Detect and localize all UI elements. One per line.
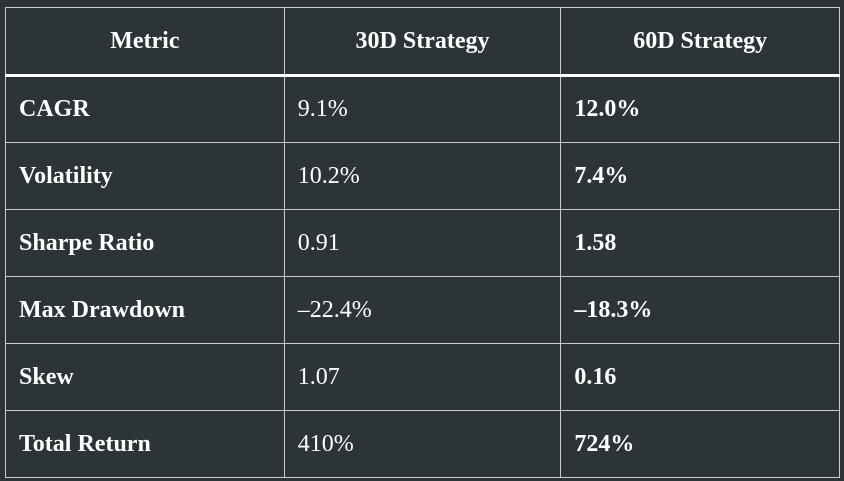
metric-label: CAGR (5, 75, 285, 143)
value-cell: 9.1% (283, 75, 562, 143)
metric-label: Max Drawdown (5, 276, 285, 344)
metrics-table: Metric 30D Strategy 60D Strategy CAGR 9.1% 1… (5, 7, 840, 478)
metric-label: Sharpe Ratio (5, 209, 285, 277)
table-row: Sharpe Ratio 0.91 1.58 (5, 209, 840, 277)
metric-label: Skew (5, 343, 285, 411)
table-row: CAGR 9.1% 12.0% (5, 75, 840, 143)
table-row: Max Drawdown –22.4% –18.3% (5, 276, 840, 344)
value-cell: 1.58 (560, 209, 840, 277)
table-body: CAGR 9.1% 12.0% Volatility 10.2% 7.4% Sharpe R… (5, 75, 840, 478)
value-cell: –18.3% (560, 276, 840, 344)
value-cell: 7.4% (560, 142, 840, 210)
header-cell: 60D Strategy (560, 7, 840, 77)
metric-label: Total Return (5, 410, 285, 478)
metric-label: Volatility (5, 142, 285, 210)
value-cell: 410% (283, 410, 562, 478)
value-cell: 1.07 (283, 343, 562, 411)
header-cell: 30D Strategy (283, 7, 562, 77)
table-row: Total Return 410% 724% (5, 410, 840, 478)
value-cell: 10.2% (283, 142, 562, 210)
value-cell: 0.16 (560, 343, 840, 411)
table-row: Skew 1.07 0.16 (5, 343, 840, 411)
value-cell: 0.91 (283, 209, 562, 277)
header-cell: Metric (5, 7, 285, 77)
value-cell: 724% (560, 410, 840, 478)
table-row: Volatility 10.2% 7.4% (5, 142, 840, 210)
value-cell: 12.0% (560, 75, 840, 143)
header-row: Metric 30D Strategy 60D Strategy (5, 7, 840, 77)
value-cell: –22.4% (283, 276, 562, 344)
